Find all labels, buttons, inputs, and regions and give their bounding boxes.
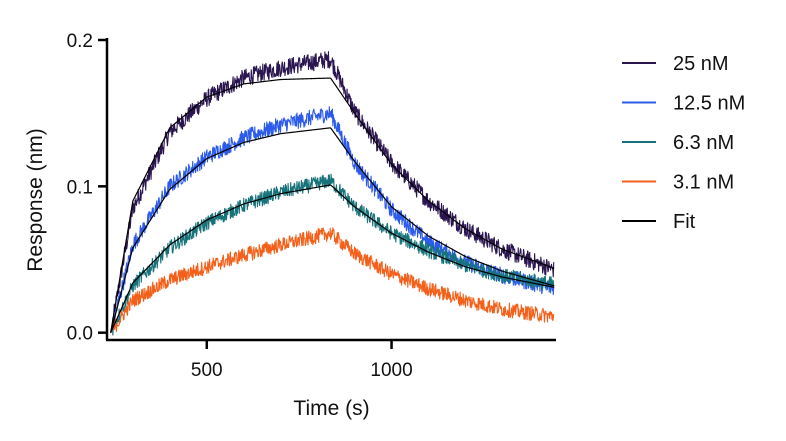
fit-line-6-3-nm bbox=[110, 184, 555, 333]
y-tick-label: 0.2 bbox=[67, 31, 93, 52]
y-tick-label: 0.0 bbox=[67, 324, 93, 345]
fit-layer bbox=[110, 77, 555, 333]
fit-line-25-nm bbox=[110, 77, 555, 333]
series-line-3-1-nm bbox=[110, 227, 555, 333]
x-tick-label: 1000 bbox=[370, 360, 412, 381]
legend-label: 3.1 nM bbox=[673, 172, 734, 194]
x-tick-label: 500 bbox=[191, 360, 223, 381]
legend-label: 25 nM bbox=[673, 53, 729, 75]
y-tick-label: 0.1 bbox=[67, 177, 93, 198]
legend: 25 nM 12.5 nM 6.3 nM 3.1 nM Fit bbox=[622, 53, 745, 233]
legend-label: 6.3 nM bbox=[673, 132, 734, 154]
legend-label: Fit bbox=[673, 211, 696, 233]
y-axis-title: Response (nm) bbox=[24, 128, 47, 272]
fit-line-12-5-nm bbox=[110, 127, 555, 333]
legend-label: 12.5 nM bbox=[673, 93, 745, 115]
axes: 0.0 0.1 0.2 500 1000 bbox=[67, 31, 556, 381]
series-line-25-nm bbox=[110, 51, 555, 333]
x-axis-title: Time (s) bbox=[293, 397, 369, 420]
series-layer bbox=[110, 51, 555, 336]
series-line-12-5-nm bbox=[110, 106, 555, 333]
series-line-6-3-nm bbox=[110, 173, 555, 336]
